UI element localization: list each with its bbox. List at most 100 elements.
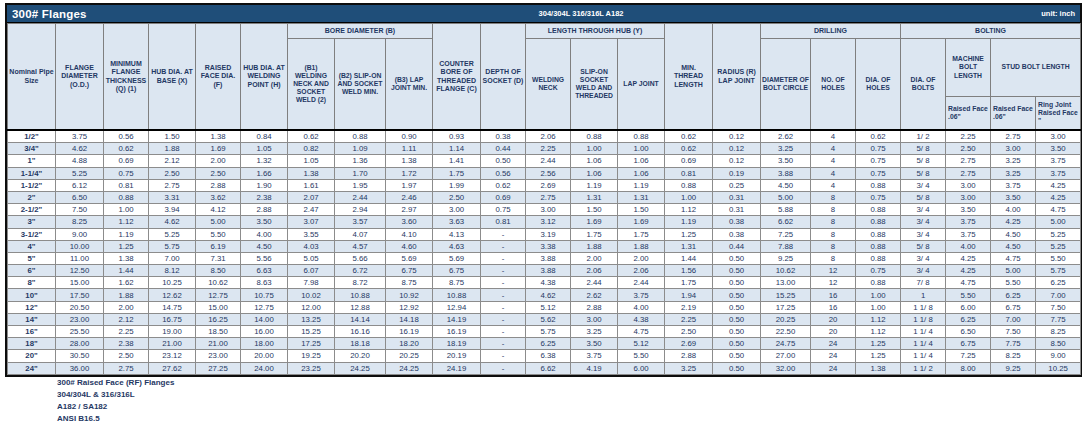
value-cell: 3.12 bbox=[526, 216, 571, 228]
value-cell: 3.25 bbox=[571, 326, 618, 338]
value-cell: 9.25 bbox=[991, 362, 1036, 374]
value-cell: 5.66 bbox=[335, 252, 386, 264]
value-cell: 4.62 bbox=[526, 289, 571, 301]
value-cell: 2.69 bbox=[665, 338, 713, 350]
value-cell: 1.38 bbox=[288, 167, 335, 179]
col-hub-dia-welding-point: HUB DIA. AT WELDING POINT (H) bbox=[241, 24, 288, 131]
value-cell: 8.12 bbox=[149, 265, 196, 277]
value-cell: 4.63 bbox=[433, 240, 481, 252]
table-row: 2-1/2"7.501.003.944.122.882.472.942.973.… bbox=[8, 204, 1081, 216]
value-cell: 5.69 bbox=[433, 252, 481, 264]
value-cell: 1.19 bbox=[104, 228, 149, 240]
pipe-size-cell: 3/4" bbox=[8, 143, 56, 155]
value-cell: 5.56 bbox=[241, 252, 288, 264]
value-cell: 3.00 bbox=[1036, 130, 1081, 143]
col-stud-bolt-length: STUD BOLT LENGTH bbox=[991, 39, 1081, 97]
value-cell: 1.88 bbox=[104, 289, 149, 301]
value-cell: 1.25 bbox=[856, 338, 901, 350]
col-dia-of-holes: DIA. OF HOLES bbox=[856, 39, 901, 131]
value-cell: 1.69 bbox=[196, 143, 241, 155]
value-cell: 0.88 bbox=[856, 228, 901, 240]
table-row: 4"10.001.255.756.194.504.034.574.604.63-… bbox=[8, 240, 1081, 252]
value-cell: 2.25 bbox=[104, 326, 149, 338]
value-cell: 3.88 bbox=[761, 167, 811, 179]
value-cell: 12.75 bbox=[196, 289, 241, 301]
value-cell: 5/ 8 bbox=[901, 143, 946, 155]
value-cell: 24 bbox=[811, 362, 856, 374]
value-cell: 2.50 bbox=[433, 191, 481, 203]
value-cell: 0.82 bbox=[288, 143, 335, 155]
value-cell: 6.25 bbox=[526, 338, 571, 350]
flange-dimension-table: Nominal Pipe Size FLANGE DIAMETER (O.D.)… bbox=[7, 23, 1081, 375]
value-cell: 12.92 bbox=[386, 301, 433, 313]
value-cell: 2.88 bbox=[241, 204, 288, 216]
table-row: 8"15.001.6210.2510.628.637.988.728.758.7… bbox=[8, 277, 1081, 289]
value-cell: 6.50 bbox=[946, 326, 991, 338]
value-cell: 24.75 bbox=[761, 338, 811, 350]
value-cell: 1.90 bbox=[241, 179, 288, 191]
value-cell: 7.00 bbox=[1036, 289, 1081, 301]
value-cell: 2.06 bbox=[526, 130, 571, 143]
value-cell: 1.56 bbox=[665, 265, 713, 277]
value-cell: 3/ 4 bbox=[901, 216, 946, 228]
value-cell: 4.50 bbox=[241, 240, 288, 252]
value-cell: 0.44 bbox=[713, 240, 761, 252]
value-cell: 3.07 bbox=[288, 216, 335, 228]
col-flange-diameter: FLANGE DIAMETER (O.D.) bbox=[56, 24, 104, 131]
value-cell: 1.88 bbox=[571, 240, 618, 252]
value-cell: 1.12 bbox=[856, 326, 901, 338]
value-cell: 20.19 bbox=[433, 350, 481, 362]
pipe-size-cell: 18" bbox=[8, 338, 56, 350]
value-cell: 9.00 bbox=[1036, 350, 1081, 362]
value-cell: 2.25 bbox=[946, 130, 991, 143]
value-cell: 0.88 bbox=[571, 130, 618, 143]
value-cell: 2.25 bbox=[665, 313, 713, 325]
value-cell: 0.50 bbox=[713, 362, 761, 374]
value-cell: 10.00 bbox=[56, 240, 104, 252]
value-cell: 1 bbox=[901, 289, 946, 301]
value-cell: 5.00 bbox=[991, 265, 1036, 277]
value-cell: 16.19 bbox=[386, 326, 433, 338]
value-cell: 2.50 bbox=[946, 143, 991, 155]
value-cell: 3.63 bbox=[433, 216, 481, 228]
value-cell: 3.50 bbox=[761, 155, 811, 167]
value-cell: 5.69 bbox=[386, 252, 433, 264]
value-cell: 32.00 bbox=[761, 362, 811, 374]
table-row: 1"4.880.692.122.001.321.051.361.381.410.… bbox=[8, 155, 1081, 167]
value-cell: 7.88 bbox=[761, 240, 811, 252]
value-cell: 3.62 bbox=[196, 191, 241, 203]
value-cell: 5.25 bbox=[1036, 240, 1081, 252]
value-cell: 3.55 bbox=[288, 228, 335, 240]
value-cell: 4.25 bbox=[946, 252, 991, 264]
value-cell: 0.62 bbox=[104, 143, 149, 155]
value-cell: 8.63 bbox=[241, 277, 288, 289]
pipe-size-cell: 1-1/4" bbox=[8, 167, 56, 179]
table-row: 1-1/2"6.120.812.752.881.901.611.951.971.… bbox=[8, 179, 1081, 191]
table-row: 14"23.002.1216.7516.2514.0013.2514.1414.… bbox=[8, 313, 1081, 325]
group-drilling: DRILLING bbox=[761, 24, 901, 39]
value-cell: 3.00 bbox=[526, 204, 571, 216]
value-cell: 1 1/ 2 bbox=[901, 362, 946, 374]
value-cell: 2.06 bbox=[618, 265, 665, 277]
pipe-size-cell: 5" bbox=[8, 252, 56, 264]
value-cell: 0.69 bbox=[104, 155, 149, 167]
value-cell: 5.50 bbox=[991, 277, 1036, 289]
value-cell: 27.00 bbox=[761, 350, 811, 362]
pipe-size-cell: 2" bbox=[8, 191, 56, 203]
value-cell: 0.90 bbox=[386, 130, 433, 143]
value-cell: 4.00 bbox=[241, 228, 288, 240]
value-cell: 6.19 bbox=[196, 240, 241, 252]
value-cell: - bbox=[481, 350, 526, 362]
value-cell: 4 bbox=[811, 167, 856, 179]
value-cell: 5.50 bbox=[196, 228, 241, 240]
value-cell: 3.60 bbox=[386, 216, 433, 228]
value-cell: 16 bbox=[811, 301, 856, 313]
value-cell: 6.72 bbox=[335, 265, 386, 277]
value-cell: 1.94 bbox=[665, 289, 713, 301]
value-cell: 18.18 bbox=[335, 338, 386, 350]
value-cell: 3/ 4 bbox=[901, 252, 946, 264]
value-cell: 8.25 bbox=[991, 350, 1036, 362]
value-cell: 2.62 bbox=[571, 289, 618, 301]
value-cell: 1.00 bbox=[104, 204, 149, 216]
value-cell: 2.50 bbox=[104, 350, 149, 362]
